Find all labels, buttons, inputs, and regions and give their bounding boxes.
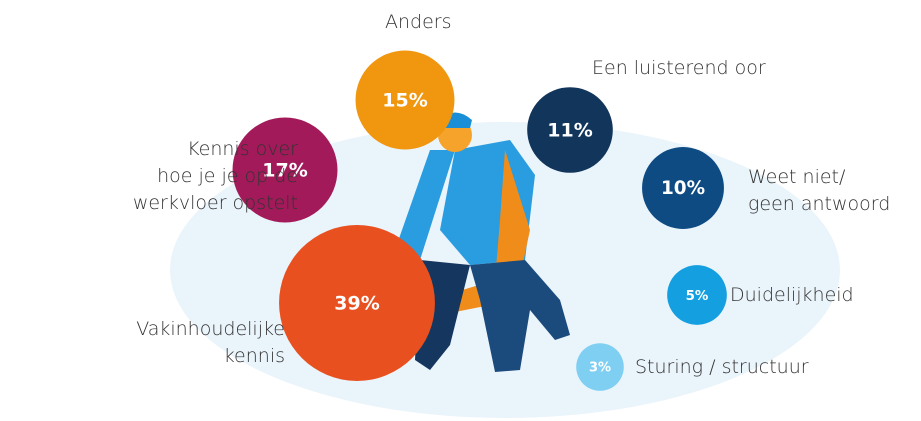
value-label: 5%: [686, 289, 709, 304]
category-label: Duidelijkheid: [730, 284, 854, 306]
value-label: 11%: [547, 120, 592, 142]
bubble: [642, 147, 724, 229]
category-label: Sturing / structuur: [635, 356, 809, 378]
category-label: Vakinhoudelijke kennis: [136, 318, 285, 367]
bubble: [667, 265, 727, 325]
value-label: 15%: [382, 90, 427, 112]
bubble: [279, 225, 435, 381]
person-illustration: [395, 112, 570, 372]
bubble: [355, 50, 455, 150]
category-label: Anders: [385, 11, 452, 33]
category-label: Een luisterend oor: [592, 57, 766, 79]
value-label: 10%: [661, 178, 705, 199]
category-label: Kennis over hoe je je op de werkvloer op…: [132, 138, 298, 214]
bubble: [527, 87, 613, 173]
value-label: 3%: [589, 361, 611, 376]
category-label: Weet niet/ geen antwoord: [748, 166, 891, 215]
bubble: [232, 117, 338, 223]
value-label: 39%: [334, 293, 379, 315]
bubble: [576, 343, 624, 391]
value-label: 17%: [262, 160, 307, 182]
